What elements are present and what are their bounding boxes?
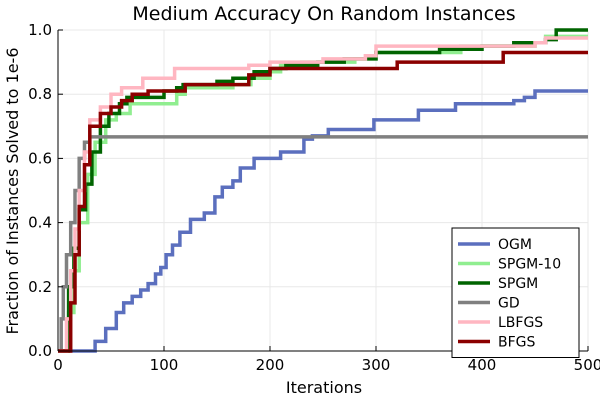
x-tick-label: 300 [362,356,391,374]
y-tick-label: 0.4 [28,214,52,232]
legend-entry: SPGM [498,276,538,292]
y-axis-label: Fraction of Instances Solved to 1e-6 [3,47,22,334]
x-axis-label: Iterations [286,378,362,397]
y-tick-label: 0.2 [28,278,52,296]
chart-title: Medium Accuracy On Random Instances [132,3,515,25]
y-tick-label: 0.6 [28,149,52,167]
y-tick-label: 0.8 [28,85,52,103]
legend-box [451,227,580,358]
legend-entry: SPGM-10 [498,257,561,273]
series-line-lbfgs [58,36,588,353]
y-tick-label: 0.0 [28,342,52,360]
x-tick-label: 100 [150,356,179,374]
x-tick-label: 500 [574,356,600,374]
legend: OGM SPGM-10 SPGM GD LBFGS BFGS [451,227,580,358]
x-tick-label: 400 [468,356,497,374]
legend-entry: GD [498,296,520,312]
x-tick-label: 0 [53,356,63,374]
series-line-ogm [58,89,588,353]
series-line-bfgs [58,50,588,353]
x-tick-label: 200 [256,356,285,374]
legend-entry: BFGS [498,335,536,351]
series-line-gd [58,135,588,353]
legend-entry: LBFGS [498,315,543,331]
y-tick-label: 1.0 [28,21,52,39]
series-lines [58,28,588,353]
tick-labels: 0 100 200 300 400 500 0.0 0.2 0.4 0.6 0.8 1.0 [28,21,600,374]
legend-entry: OGM [498,237,532,253]
